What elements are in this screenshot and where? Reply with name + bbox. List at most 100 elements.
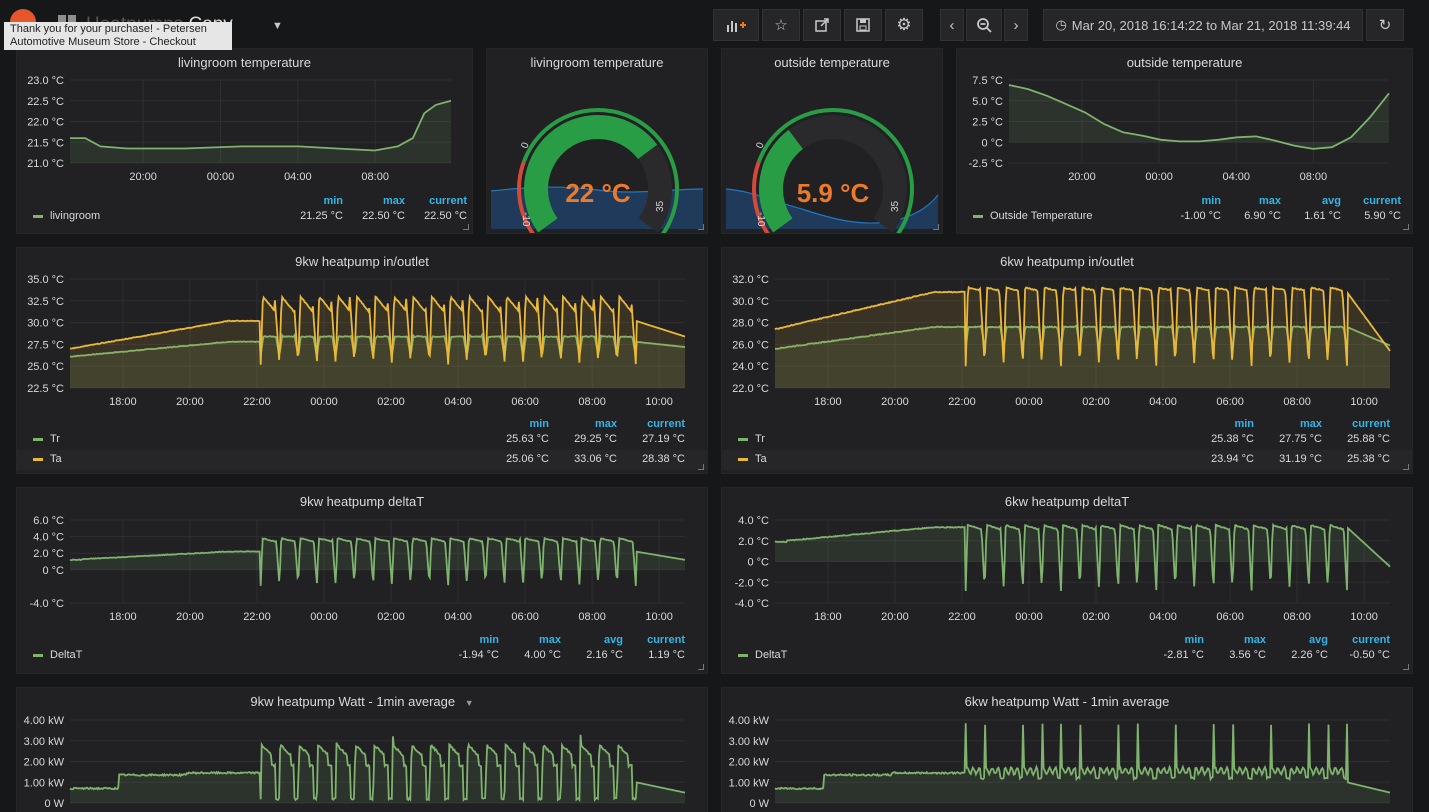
- legend-series-name[interactable]: Outside Temperature: [990, 210, 1093, 222]
- zoom-out-button[interactable]: [966, 9, 1002, 41]
- time-forward-button[interactable]: ›: [1004, 9, 1028, 41]
- legend-swatch[interactable]: [33, 654, 43, 657]
- share-button[interactable]: [803, 9, 841, 41]
- legend-series-name[interactable]: DeltaT: [755, 649, 788, 661]
- legend-series-name[interactable]: Ta: [50, 453, 62, 465]
- star-button[interactable]: ☆: [762, 9, 800, 41]
- series-line-ta: [774, 285, 1391, 367]
- legend-header-current[interactable]: current: [1352, 634, 1390, 646]
- x-tick-label: 06:00: [1216, 396, 1244, 408]
- legend-swatch[interactable]: [973, 215, 983, 218]
- dashboard-caret-icon[interactable]: ▼: [272, 20, 283, 32]
- legend-header-max[interactable]: max: [382, 195, 405, 207]
- outside-temperature-chart: 7.5 °C 5.0 °C 2.5 °C 0 °C -2.5 °C 20:00 00:00 0…: [969, 75, 1390, 183]
- panel-title[interactable]: 9kw heatpump Watt - 1min average ▼: [17, 694, 707, 709]
- gauge-max-label: 35: [890, 200, 901, 212]
- legend-header-avg[interactable]: avg: [1322, 195, 1341, 207]
- panel-title[interactable]: outside temperature: [774, 55, 890, 70]
- gauge-threshold-red: [517, 161, 535, 233]
- save-button[interactable]: [844, 9, 882, 41]
- panel-title[interactable]: 9kw heatpump deltaT: [299, 494, 425, 509]
- legend-row[interactable]: Tr 25.38 °C 27.75 °C 25.88 °C: [722, 430, 1412, 450]
- resize-handle[interactable]: [698, 224, 704, 230]
- legend-value: 4.00 °C: [524, 649, 561, 661]
- legend-header-current[interactable]: current: [429, 195, 467, 207]
- y-tick-label: -2.5 °C: [969, 158, 1003, 170]
- add-panel-button[interactable]: [713, 9, 759, 41]
- legend-header-current[interactable]: current: [647, 418, 685, 430]
- legend-header-avg[interactable]: avg: [1309, 634, 1328, 646]
- legend-header-min[interactable]: min: [1184, 634, 1204, 646]
- legend-row[interactable]: DeltaT -1.94 °C 4.00 °C 2.16 °C 1.19 °C: [17, 646, 707, 666]
- y-tick-label: 4.00 kW: [24, 715, 65, 727]
- panel-menu-caret-icon[interactable]: ▼: [464, 698, 474, 708]
- legend-swatch[interactable]: [33, 438, 43, 441]
- refresh-button[interactable]: ↻: [1366, 9, 1404, 41]
- legend-series-name[interactable]: Ta: [755, 453, 767, 465]
- time-back-button[interactable]: ‹: [940, 9, 964, 41]
- panel-title[interactable]: 6kw heatpump in/outlet: [1000, 254, 1134, 269]
- top-navbar: Heatpumps Copy ▼ ☆ ⚙ ‹ › ◷ Mar 20, 2018 …: [0, 0, 1429, 50]
- legend-header-max[interactable]: max: [594, 418, 617, 430]
- legend-swatch[interactable]: [33, 215, 43, 218]
- panel-title[interactable]: livingroom temperature: [530, 55, 664, 70]
- legend-header-current[interactable]: current: [1363, 195, 1401, 207]
- resize-handle[interactable]: [1403, 224, 1409, 230]
- legend: min max current Tr 25.63 °C 29.25 °C 27.19 °C T…: [17, 418, 707, 473]
- legend-header-avg[interactable]: avg: [604, 634, 623, 646]
- resize-handle[interactable]: [698, 664, 704, 670]
- panel-title[interactable]: 9kw heatpump in/outlet: [295, 254, 429, 269]
- legend-header-current[interactable]: current: [1352, 418, 1390, 430]
- legend-row[interactable]: Tr 25.63 °C 29.25 °C 27.19 °C: [17, 430, 707, 450]
- legend-row[interactable]: livingroom 21.25 °C 22.50 °C 22.50 °C: [17, 207, 472, 227]
- panel-title[interactable]: livingroom temperature: [178, 55, 311, 70]
- legend-row[interactable]: DeltaT -2.81 °C 3.56 °C 2.26 °C -0.50 °C: [722, 646, 1412, 666]
- legend-series-name[interactable]: DeltaT: [50, 649, 83, 661]
- x-tick-label: 18:00: [814, 611, 842, 623]
- legend-series-name[interactable]: Tr: [755, 433, 765, 445]
- legend-header-min[interactable]: min: [529, 418, 549, 430]
- legend-series-name[interactable]: livingroom: [50, 210, 101, 222]
- resize-handle[interactable]: [933, 224, 939, 230]
- legend-header-min[interactable]: min: [323, 195, 343, 207]
- legend-swatch[interactable]: [738, 438, 748, 441]
- legend-value: 31.19 °C: [1279, 453, 1322, 465]
- legend-header-current[interactable]: current: [647, 634, 685, 646]
- legend-header-min[interactable]: min: [1201, 195, 1221, 207]
- panel-title[interactable]: 6kw heatpump Watt - 1min average: [964, 694, 1170, 709]
- panel-title[interactable]: 6kw heatpump deltaT: [1004, 494, 1130, 509]
- legend-swatch[interactable]: [738, 654, 748, 657]
- resize-handle[interactable]: [463, 224, 469, 230]
- legend-header-max[interactable]: max: [1299, 418, 1322, 430]
- legend-header-min[interactable]: min: [479, 634, 499, 646]
- legend-value: 21.25 °C: [300, 210, 343, 222]
- legend-value: 25.06 °C: [506, 453, 549, 465]
- time-range-picker[interactable]: ◷ Mar 20, 2018 16:14:22 to Mar 21, 2018 …: [1043, 9, 1363, 41]
- chevron-left-icon: ‹: [949, 16, 955, 34]
- legend-row[interactable]: Ta 25.06 °C 33.06 °C 28.38 °C: [17, 450, 707, 470]
- refresh-icon: ↻: [1378, 17, 1392, 34]
- x-tick-label: 08:00: [578, 611, 606, 623]
- legend-header-max[interactable]: max: [1258, 195, 1281, 207]
- series-line-outside-temperature: [1008, 84, 1390, 150]
- y-tick-label: 0 °C: [747, 557, 769, 569]
- legend-row[interactable]: Outside Temperature -1.00 °C 6.90 °C 1.61 °…: [957, 207, 1412, 227]
- legend-header-max[interactable]: max: [538, 634, 561, 646]
- x-tick-label: 04:00: [284, 171, 312, 183]
- legend-swatch[interactable]: [738, 458, 748, 461]
- legend-row[interactable]: Ta 23.94 °C 31.19 °C 25.38 °C: [722, 450, 1412, 470]
- y-tick-label: 5.0 °C: [972, 96, 1003, 108]
- legend-header-min[interactable]: min: [1234, 418, 1254, 430]
- legend-header-max[interactable]: max: [1243, 634, 1266, 646]
- legend-series-name[interactable]: Tr: [50, 433, 60, 445]
- x-tick-label: 02:00: [377, 396, 405, 408]
- gauge-fill: [524, 115, 658, 233]
- resize-handle[interactable]: [698, 464, 704, 470]
- resize-handle[interactable]: [1403, 664, 1409, 670]
- settings-button[interactable]: ⚙: [885, 9, 923, 41]
- legend-swatch[interactable]: [33, 458, 43, 461]
- panel-title[interactable]: outside temperature: [1126, 55, 1243, 70]
- y-tick-label: 24.0 °C: [732, 361, 769, 373]
- y-tick-label: 0 °C: [42, 565, 64, 577]
- resize-handle[interactable]: [1403, 464, 1409, 470]
